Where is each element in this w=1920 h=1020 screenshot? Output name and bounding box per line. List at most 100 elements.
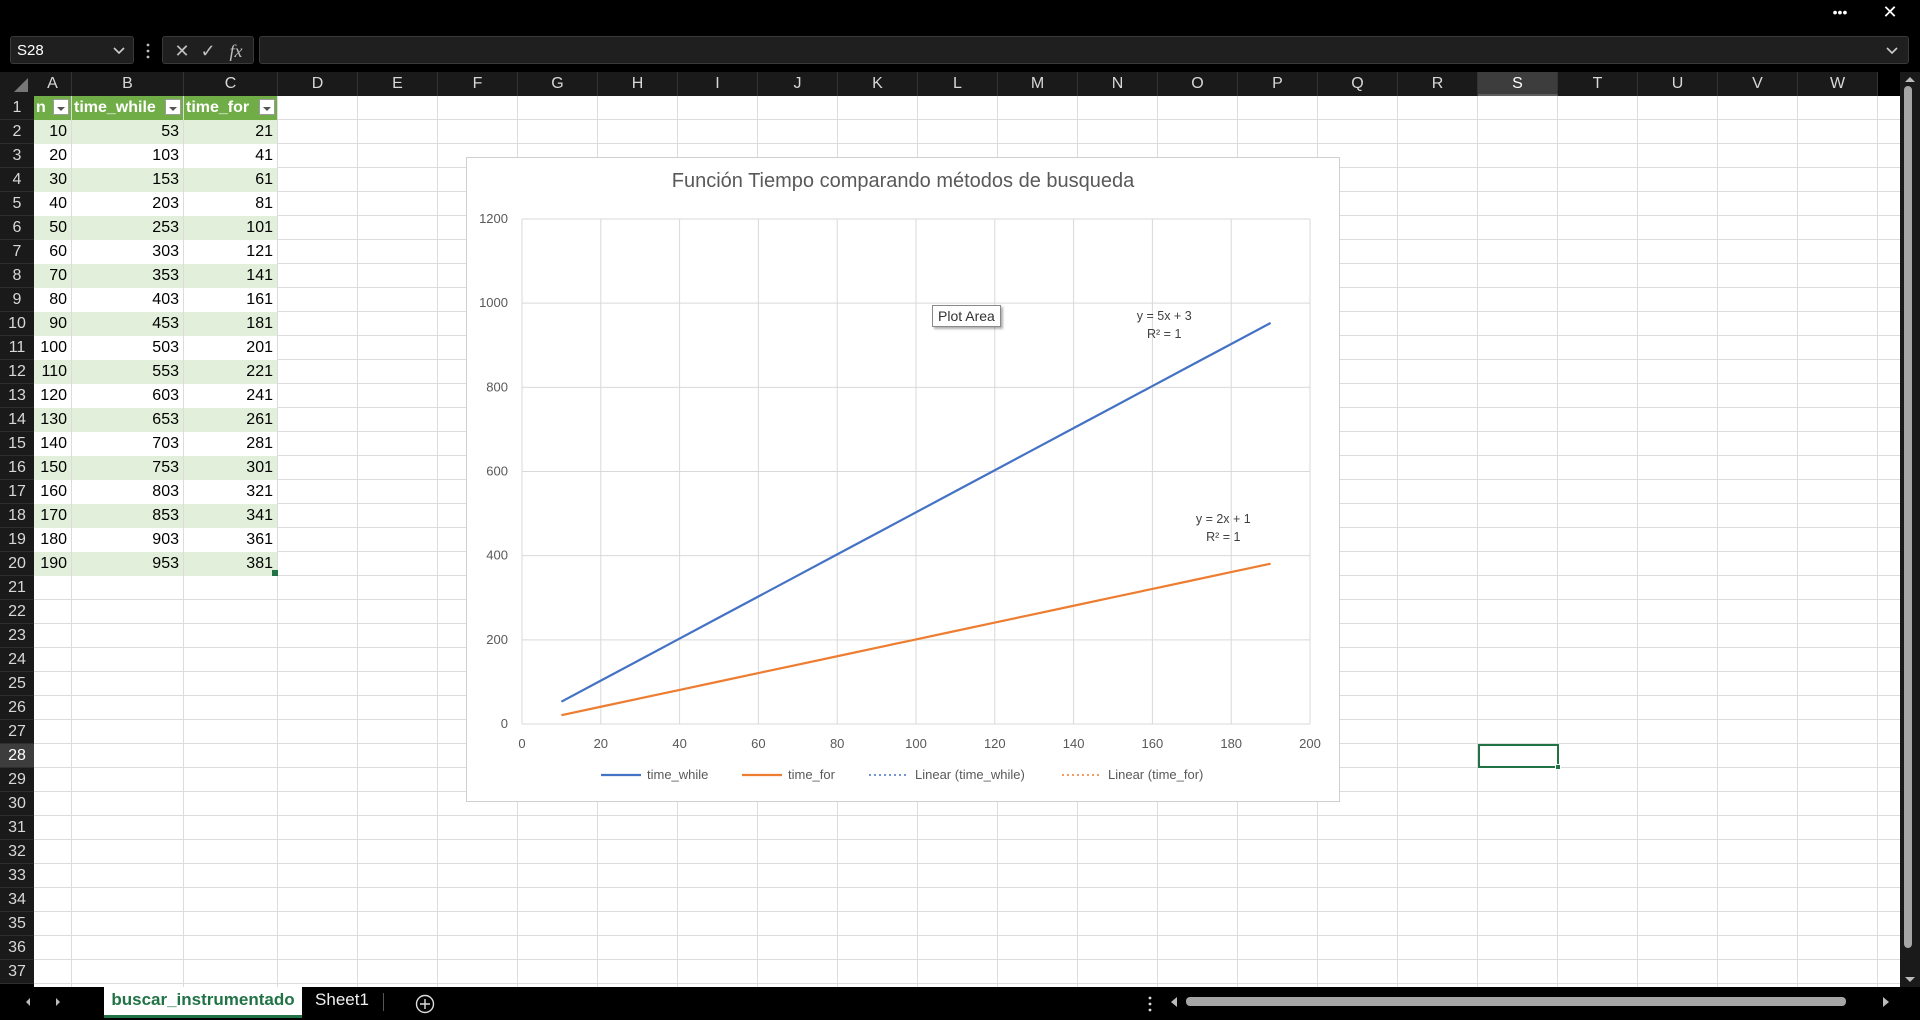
column-header-s[interactable]: S xyxy=(1478,72,1558,96)
cancel-icon[interactable]: ✕ xyxy=(174,41,190,61)
row-header-32[interactable]: 32 xyxy=(0,840,34,864)
table-cell[interactable]: 121 xyxy=(184,240,277,264)
column-header-u[interactable]: U xyxy=(1638,72,1718,96)
column-header-a[interactable]: A xyxy=(34,72,72,96)
table-cell[interactable]: 130 xyxy=(34,408,71,432)
table-cell[interactable]: 803 xyxy=(72,480,183,504)
table-cell[interactable]: 170 xyxy=(34,504,71,528)
row-header-9[interactable]: 9 xyxy=(0,288,34,312)
row-header-27[interactable]: 27 xyxy=(0,720,34,744)
table-cell[interactable]: 553 xyxy=(72,360,183,384)
chevron-down-icon[interactable] xyxy=(1884,41,1900,59)
table-cell[interactable]: 281 xyxy=(184,432,277,456)
row-header-21[interactable]: 21 xyxy=(0,576,34,600)
table-cell[interactable]: 70 xyxy=(34,264,71,288)
table-cell[interactable]: 503 xyxy=(72,336,183,360)
table-cell[interactable]: 353 xyxy=(72,264,183,288)
table-cell[interactable]: 190 xyxy=(34,552,71,576)
scroll-left-icon[interactable] xyxy=(1168,995,1180,1009)
table-cell[interactable]: 50 xyxy=(34,216,71,240)
row-header-37[interactable]: 37 xyxy=(0,960,34,984)
drag-handle-icon[interactable] xyxy=(144,42,152,60)
row-header-30[interactable]: 30 xyxy=(0,792,34,816)
row-header-25[interactable]: 25 xyxy=(0,672,34,696)
table-cell[interactable]: 181 xyxy=(184,312,277,336)
row-header-24[interactable]: 24 xyxy=(0,648,34,672)
row-header-6[interactable]: 6 xyxy=(0,216,34,240)
column-header-h[interactable]: H xyxy=(598,72,678,96)
column-header-b[interactable]: B xyxy=(72,72,184,96)
next-sheet-icon[interactable] xyxy=(52,995,64,1009)
chevron-down-icon[interactable] xyxy=(111,41,127,59)
table-cell[interactable]: 150 xyxy=(34,456,71,480)
fill-handle[interactable] xyxy=(1555,764,1561,770)
table-cell[interactable]: 81 xyxy=(184,192,277,216)
vertical-scroll-thumb[interactable] xyxy=(1904,86,1912,948)
table-cell[interactable]: 321 xyxy=(184,480,277,504)
chart[interactable]: Función Tiempo comparando métodos de bus… xyxy=(466,157,1340,802)
row-header-12[interactable]: 12 xyxy=(0,360,34,384)
add-sheet-icon[interactable] xyxy=(414,993,436,1015)
table-cell[interactable]: 753 xyxy=(72,456,183,480)
row-header-20[interactable]: 20 xyxy=(0,552,34,576)
table-cell[interactable]: 403 xyxy=(72,288,183,312)
name-box[interactable]: S28 xyxy=(10,36,134,64)
row-header-13[interactable]: 13 xyxy=(0,384,34,408)
scroll-down-icon[interactable] xyxy=(1900,973,1920,987)
table-resize-handle[interactable] xyxy=(272,570,278,576)
close-button[interactable]: ✕ xyxy=(1882,2,1898,22)
row-header-34[interactable]: 34 xyxy=(0,888,34,912)
column-header-e[interactable]: E xyxy=(358,72,438,96)
column-header-f[interactable]: F xyxy=(438,72,518,96)
insert-function-icon[interactable]: fx xyxy=(229,41,243,61)
table-cell[interactable]: 303 xyxy=(72,240,183,264)
filter-dropdown-icon[interactable] xyxy=(259,99,275,115)
row-header-10[interactable]: 10 xyxy=(0,312,34,336)
more-options-button[interactable]: ••• xyxy=(1832,4,1848,20)
row-header-7[interactable]: 7 xyxy=(0,240,34,264)
table-cell[interactable]: 603 xyxy=(72,384,183,408)
column-header-t[interactable]: T xyxy=(1558,72,1638,96)
table-cell[interactable]: 140 xyxy=(34,432,71,456)
table-cell[interactable]: 100 xyxy=(34,336,71,360)
table-cell[interactable]: 120 xyxy=(34,384,71,408)
row-header-11[interactable]: 11 xyxy=(0,336,34,360)
table-cell[interactable]: 253 xyxy=(72,216,183,240)
select-all-corner[interactable] xyxy=(0,72,34,96)
row-header-35[interactable]: 35 xyxy=(0,912,34,936)
row-header-23[interactable]: 23 xyxy=(0,624,34,648)
table-cell[interactable]: 853 xyxy=(72,504,183,528)
table-cell[interactable]: 381 xyxy=(184,552,277,576)
column-header-q[interactable]: Q xyxy=(1318,72,1398,96)
filter-dropdown-icon[interactable] xyxy=(53,99,69,115)
row-header-18[interactable]: 18 xyxy=(0,504,34,528)
table-header-n[interactable]: n xyxy=(34,96,71,120)
table-cell[interactable]: 261 xyxy=(184,408,277,432)
row-header-14[interactable]: 14 xyxy=(0,408,34,432)
table-cell[interactable]: 341 xyxy=(184,504,277,528)
row-header-1[interactable]: 1 xyxy=(0,96,34,120)
row-header-31[interactable]: 31 xyxy=(0,816,34,840)
scroll-right-icon[interactable] xyxy=(1880,995,1892,1009)
table-cell[interactable]: 53 xyxy=(72,120,183,144)
table-cell[interactable]: 301 xyxy=(184,456,277,480)
table-cell[interactable]: 41 xyxy=(184,144,277,168)
table-cell[interactable]: 201 xyxy=(184,336,277,360)
chart-plot[interactable]: 0 200 400 600 800 1000 1200 0 20 40 60 80 100 120 140 1… xyxy=(467,158,1339,801)
column-header-w[interactable]: W xyxy=(1798,72,1878,96)
row-header-17[interactable]: 17 xyxy=(0,480,34,504)
column-header-v[interactable]: V xyxy=(1718,72,1798,96)
column-header-p[interactable]: P xyxy=(1238,72,1318,96)
table-cell[interactable]: 180 xyxy=(34,528,71,552)
table-header-time_for[interactable]: time_for xyxy=(184,96,277,120)
row-header-33[interactable]: 33 xyxy=(0,864,34,888)
row-header-26[interactable]: 26 xyxy=(0,696,34,720)
column-header-j[interactable]: J xyxy=(758,72,838,96)
table-cell[interactable]: 60 xyxy=(34,240,71,264)
table-cell[interactable]: 141 xyxy=(184,264,277,288)
row-header-4[interactable]: 4 xyxy=(0,168,34,192)
table-cell[interactable]: 110 xyxy=(34,360,71,384)
enter-icon[interactable]: ✓ xyxy=(200,41,216,61)
table-cell[interactable]: 453 xyxy=(72,312,183,336)
table-cell[interactable]: 80 xyxy=(34,288,71,312)
